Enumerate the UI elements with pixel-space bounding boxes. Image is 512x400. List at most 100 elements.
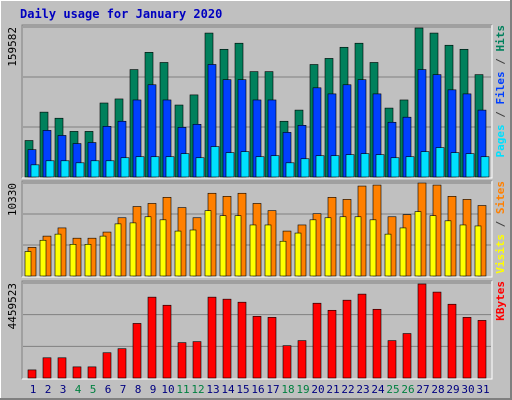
x-tick-label: 4 xyxy=(75,383,82,396)
bar xyxy=(219,215,227,277)
bar xyxy=(99,235,107,277)
x-tick-label: 21 xyxy=(326,383,339,396)
bar xyxy=(207,296,217,379)
legend-entry: KBytes xyxy=(494,281,507,321)
bar xyxy=(282,345,292,379)
panel-border xyxy=(21,180,492,277)
bar xyxy=(69,244,77,277)
bar xyxy=(234,215,242,277)
x-tick-label: 11 xyxy=(176,383,189,396)
legend-entry: Sites xyxy=(494,181,507,214)
y-tick-label: 10330 xyxy=(6,183,19,216)
panel-border xyxy=(22,181,493,278)
bar xyxy=(72,366,82,379)
bar xyxy=(357,293,367,379)
bar xyxy=(192,341,202,379)
bar xyxy=(372,308,382,379)
legend-entry: Visits xyxy=(494,234,507,274)
bar xyxy=(162,304,172,379)
bar xyxy=(42,357,52,379)
x-tick-label: 27 xyxy=(416,383,429,396)
bar xyxy=(474,225,482,277)
bar xyxy=(225,152,235,178)
bar xyxy=(189,229,197,277)
bar xyxy=(150,156,160,178)
bar xyxy=(195,157,205,178)
legend: Pages / Files / Hits xyxy=(494,25,507,158)
bar xyxy=(297,340,307,379)
bar xyxy=(222,298,232,379)
bar xyxy=(279,240,287,277)
bar xyxy=(240,151,250,178)
bar xyxy=(417,283,427,379)
x-tick-label: 10 xyxy=(161,383,174,396)
bar xyxy=(384,233,392,277)
x-tick-label: 23 xyxy=(356,383,369,396)
legend: KBytes xyxy=(494,281,507,321)
bar xyxy=(129,222,137,277)
bar xyxy=(105,160,115,178)
x-tick-label: 31 xyxy=(476,383,489,396)
panel-border xyxy=(22,25,493,179)
panel-border xyxy=(21,280,492,379)
bar xyxy=(375,154,385,178)
bar xyxy=(132,323,142,379)
bar xyxy=(354,216,362,277)
legend-entry: Files xyxy=(494,71,507,104)
legend-separator: / xyxy=(494,52,507,72)
bar xyxy=(285,162,295,178)
x-tick-label: 15 xyxy=(236,383,249,396)
bar xyxy=(57,357,67,379)
bar xyxy=(435,147,445,178)
bar xyxy=(24,251,32,277)
bar xyxy=(405,156,415,178)
bar xyxy=(429,215,437,277)
x-tick-label: 28 xyxy=(431,383,444,396)
bar xyxy=(402,333,412,379)
x-tick-label: 12 xyxy=(191,383,204,396)
bar xyxy=(204,210,212,277)
bar xyxy=(324,217,332,277)
x-tick-label: 7 xyxy=(120,383,127,396)
bar xyxy=(327,309,337,379)
bar xyxy=(30,164,40,178)
bar xyxy=(294,232,302,277)
x-tick-label: 19 xyxy=(296,383,309,396)
x-tick-label: 14 xyxy=(221,383,235,396)
legend: Visits / Sites xyxy=(494,181,507,274)
bar xyxy=(420,151,430,178)
bar xyxy=(360,153,370,178)
y-tick-label: 4459523 xyxy=(6,283,19,329)
bar xyxy=(114,223,122,277)
legend-entry: Hits xyxy=(494,25,507,52)
bar xyxy=(342,299,352,379)
bar xyxy=(447,303,457,379)
bar xyxy=(462,317,472,379)
x-tick-label: 16 xyxy=(251,383,264,396)
bar xyxy=(120,157,130,178)
x-tick-label: 6 xyxy=(105,383,112,396)
bar xyxy=(144,216,152,277)
bar xyxy=(177,342,187,379)
bar xyxy=(270,155,280,178)
x-tick-label: 24 xyxy=(371,383,385,396)
bar xyxy=(345,154,355,178)
x-tick-label: 20 xyxy=(311,383,324,396)
bar xyxy=(390,157,400,178)
bar xyxy=(330,155,340,178)
bar xyxy=(465,153,475,178)
bar xyxy=(210,146,220,178)
bar xyxy=(180,153,190,178)
bar xyxy=(75,162,85,178)
bar xyxy=(369,219,377,277)
bar xyxy=(444,220,452,277)
bar xyxy=(54,233,62,277)
bar xyxy=(300,158,310,178)
bar xyxy=(477,320,487,379)
bar xyxy=(174,230,182,277)
x-tick-label: 9 xyxy=(150,383,157,396)
bar xyxy=(312,302,322,379)
bar xyxy=(159,219,167,277)
bar xyxy=(432,291,442,379)
